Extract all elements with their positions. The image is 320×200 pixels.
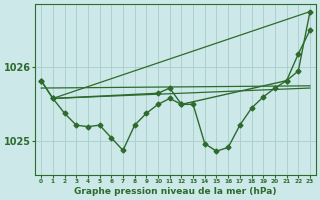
X-axis label: Graphe pression niveau de la mer (hPa): Graphe pression niveau de la mer (hPa) xyxy=(74,187,277,196)
